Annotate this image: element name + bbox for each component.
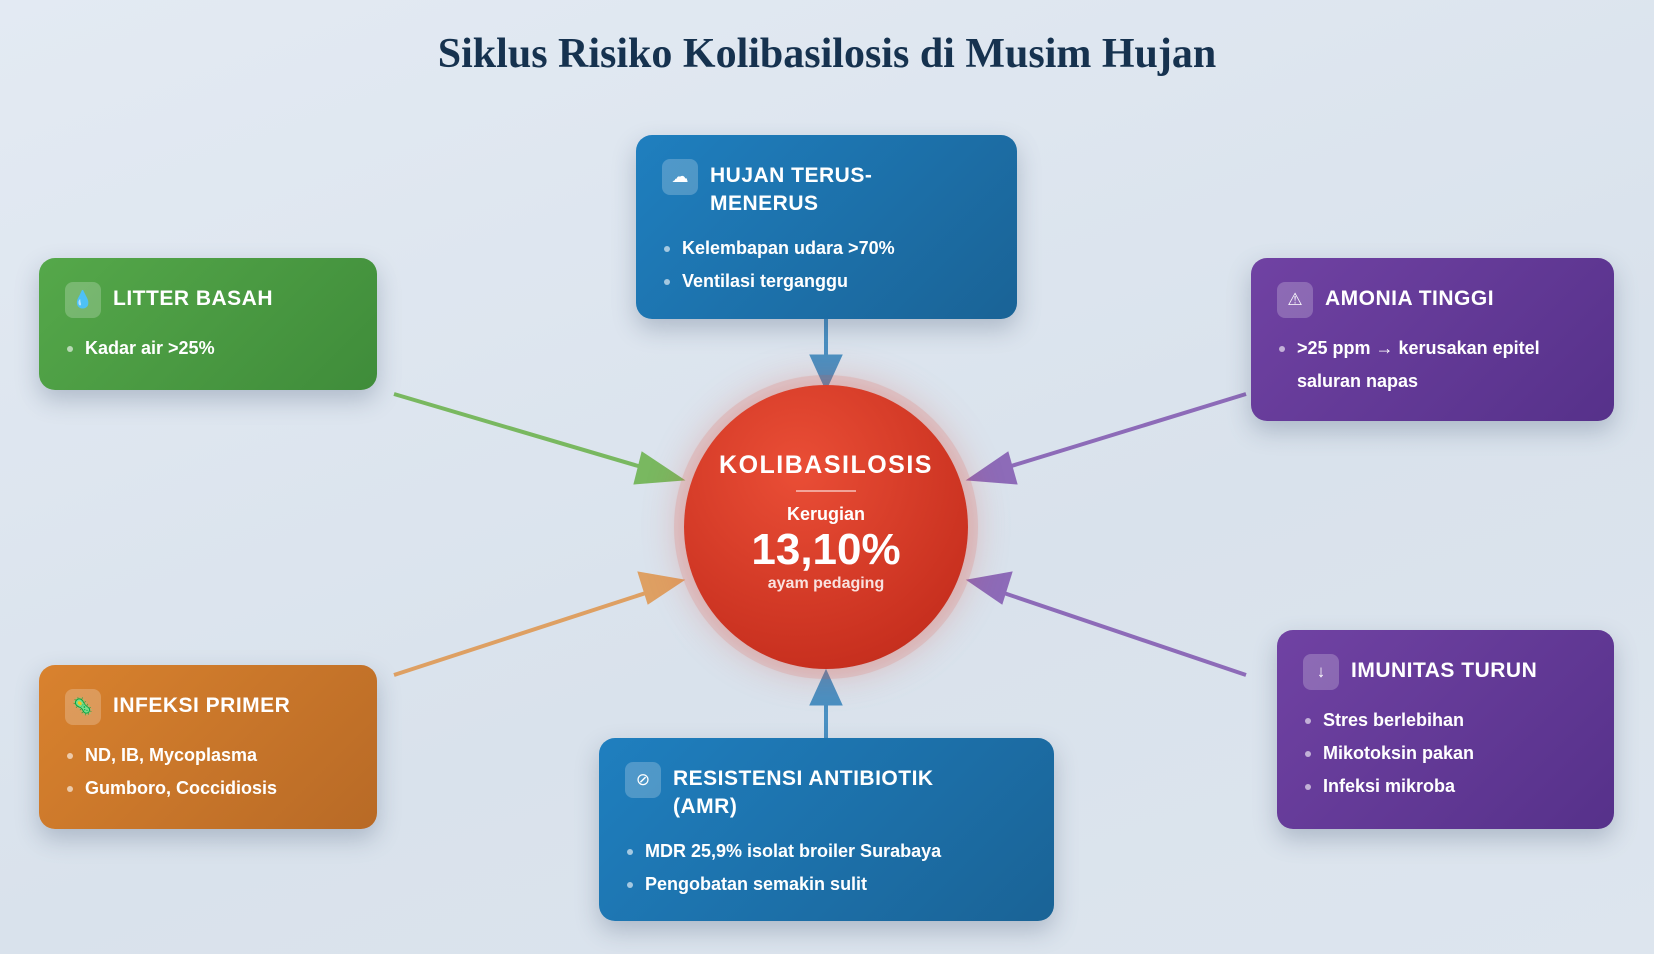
list-item: >25 ppm → kerusakan epitel saluran napas [1277, 332, 1588, 398]
prohibited-icon: ⊘ [625, 762, 661, 798]
list-item: Ventilasi terganggu [662, 265, 991, 298]
box-infeksi: 🦠 INFEKSI PRIMER ND, IB, Mycoplasma Gumbor… [39, 665, 377, 829]
list-item: Infeksi mikroba [1303, 770, 1588, 803]
center-sub: ayam pedaging [767, 575, 885, 592]
arrow-hujan [809, 319, 843, 392]
center-circle: KOLIBASILOSIS Kerugian 13,10% ayam pedag… [684, 385, 968, 669]
box-title: RESISTENSI ANTIBIOTIK (AMR) [673, 767, 934, 818]
list-item: Pengobatan semakin sulit [625, 868, 1028, 901]
center-value: 13,10% [751, 525, 901, 574]
list-item: Kelembapan udara >70% [662, 232, 991, 265]
box-title: LITTER BASAH [113, 287, 273, 310]
box-imunitas: ↓ IMUNITAS TURUN Stres berlebihan Mikotoks… [1277, 630, 1614, 829]
box-title: AMONIA TINGGI [1325, 287, 1495, 310]
center-title: KOLIBASILOSIS [719, 451, 933, 479]
list-item: ND, IB, Mycoplasma [65, 739, 351, 772]
box-title: HUJAN TERUS-MENERUS [710, 164, 873, 215]
list-item: Gumboro, Coccidiosis [65, 772, 351, 805]
divider [796, 490, 856, 492]
list-item: Kadar air >25% [65, 332, 351, 365]
warning-icon: ⚠ [1277, 282, 1313, 318]
microbe-icon: 🦠 [65, 689, 101, 725]
arrow-litter [393, 392, 686, 485]
list-item: Mikotoksin pakan [1303, 737, 1588, 770]
arrow-resistensi [809, 668, 843, 738]
box-amonia: ⚠ AMONIA TINGGI >25 ppm → kerusakan epite… [1251, 258, 1614, 421]
arrow-amonia [965, 392, 1247, 485]
box-litter: 💧 LITTER BASAH Kadar air >25% [39, 258, 377, 390]
down-arrow-icon: ↓ [1303, 654, 1339, 690]
center-label: Kerugian [786, 504, 865, 524]
page-title: Siklus Risiko Kolibasilosis di Musim Huj… [437, 31, 1217, 77]
arrow-infeksi [393, 571, 686, 677]
cloud-icon: ☁ [662, 159, 698, 195]
arrow-imunitas [965, 571, 1247, 677]
list-item: Stres berlebihan [1303, 704, 1588, 737]
water-drop-icon: 💧 [65, 282, 101, 318]
box-title: IMUNITAS TURUN [1351, 659, 1538, 682]
box-resistensi: ⊘ RESISTENSI ANTIBIOTIK (AMR) MDR 25,9% i… [599, 738, 1054, 921]
box-hujan: ☁ HUJAN TERUS-MENERUS Kelembapan udara >7… [636, 135, 1017, 319]
box-title: INFEKSI PRIMER [113, 694, 291, 717]
list-item: MDR 25,9% isolat broiler Surabaya [625, 835, 1028, 868]
